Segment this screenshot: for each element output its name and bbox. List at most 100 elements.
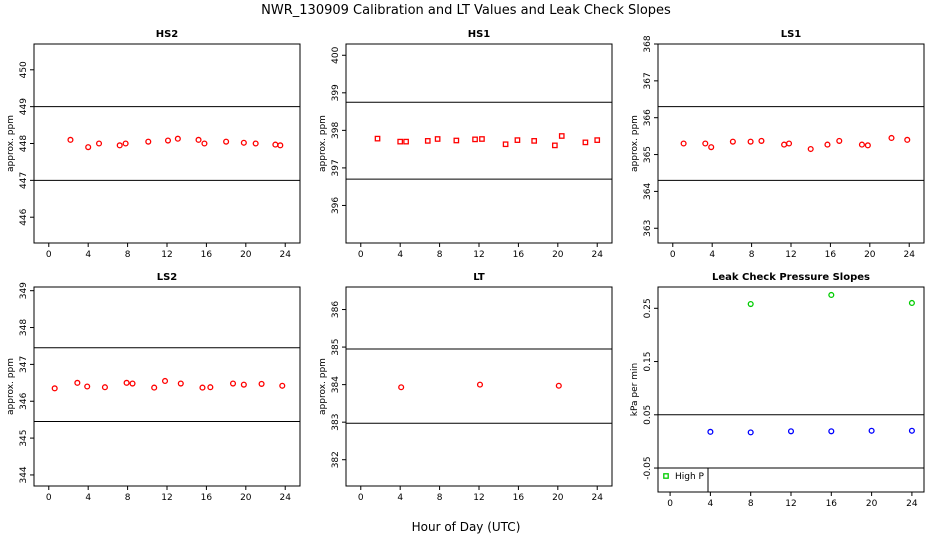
x-tick-label: 8: [437, 250, 443, 260]
data-point: [199, 384, 206, 391]
x-tick-label: 20: [240, 493, 252, 503]
y-tick-label: 348: [19, 319, 29, 336]
y-tick-label: 382: [331, 451, 341, 468]
data-point: [252, 140, 259, 147]
data-point: [95, 140, 103, 147]
y-tick-label: 450: [19, 61, 29, 78]
y-tick-label: 383: [331, 414, 341, 431]
data-point: [502, 141, 509, 148]
panel-title: LS2: [157, 272, 178, 283]
data-point: [101, 384, 108, 391]
data-point: [240, 381, 247, 388]
y-tick-label: 0.05: [643, 405, 653, 425]
x-tick-label: 24: [591, 250, 603, 260]
y-tick-label: -0.05: [643, 456, 653, 479]
data-point: [258, 380, 265, 387]
data-point: [229, 380, 237, 387]
y-tick-label: 400: [331, 46, 341, 63]
y-tick-label: 363: [643, 220, 653, 237]
x-tick-label: 0: [46, 250, 52, 260]
x-tick-label: 4: [709, 250, 715, 260]
data-point: [51, 385, 58, 392]
x-tick-label: 0: [667, 499, 673, 509]
y-axis-label: approx. ppm: [318, 115, 328, 172]
data-point: [582, 139, 589, 146]
data-point: [123, 379, 130, 386]
data-point: [122, 140, 129, 147]
data-point: [858, 141, 865, 148]
data-point: [702, 140, 709, 147]
data-point: [161, 377, 169, 385]
data-point: [908, 427, 915, 434]
legend-box: [657, 467, 709, 493]
data-point: [398, 384, 405, 391]
data-point: [240, 139, 247, 146]
data-point: [888, 134, 895, 142]
data-point: [787, 428, 795, 435]
x-tick-label: 16: [201, 250, 213, 260]
data-point: [201, 140, 208, 147]
data-point: [279, 382, 286, 389]
y-tick-label: 349: [19, 282, 29, 299]
figure-title: NWR_130909 Calibration and LT Values and…: [261, 3, 671, 18]
x-tick-label: 8: [748, 499, 754, 509]
x-tick-label: 12: [785, 499, 796, 509]
plot-frame: [33, 43, 301, 244]
x-tick-label: 24: [279, 250, 291, 260]
x-tick-label: 16: [513, 250, 525, 260]
plot-frame: [345, 43, 613, 244]
x-tick-label: 4: [85, 250, 91, 260]
data-point: [277, 142, 284, 149]
x-tick-label: 16: [513, 493, 525, 503]
y-tick-label: 368: [643, 35, 653, 52]
x-tick-label: 12: [785, 250, 796, 260]
y-axis-label: kPa per min: [630, 363, 640, 416]
x-tick-label: 12: [473, 493, 484, 503]
y-axis-label: approx. ppm: [630, 115, 640, 172]
x-tick-label: 16: [825, 250, 837, 260]
data-point: [434, 136, 441, 142]
x-tick-label: 24: [279, 493, 291, 503]
data-point: [164, 137, 172, 144]
y-tick-label: 448: [19, 135, 29, 152]
x-tick-label: 16: [826, 499, 838, 509]
x-tick-label: 8: [749, 250, 755, 260]
plot-frame: [657, 286, 925, 493]
data-point: [476, 381, 484, 388]
y-tick-label: 367: [643, 72, 653, 89]
data-point: [785, 140, 793, 147]
data-point: [807, 145, 814, 153]
data-point: [747, 138, 754, 145]
data-point: [67, 136, 74, 143]
x-tick-label: 12: [161, 493, 172, 503]
data-point: [424, 138, 431, 144]
data-point: [397, 138, 404, 145]
figure-x-axis-label: Hour of Day (UTC): [412, 520, 521, 534]
data-point: [708, 144, 715, 151]
x-tick-label: 20: [864, 250, 876, 260]
x-tick-label: 0: [46, 493, 52, 503]
data-point: [594, 137, 601, 143]
data-point: [555, 382, 562, 389]
panel-leak: Leak Check Pressure Slopes 0 4 8 12 16 20 24 -0.…: [630, 272, 925, 509]
x-tick-label: 24: [903, 250, 915, 260]
panel-ls2: LS2 0 4 8 12 16 20 24 344 345 346 347 348 349 approx. …: [6, 272, 301, 503]
x-tick-label: 24: [591, 493, 603, 503]
x-tick-label: 0: [358, 493, 364, 503]
x-tick-label: 20: [240, 250, 252, 260]
legend-marker: [663, 473, 669, 479]
panel-hs1: HS1 0 4 8 12 16 20 24 396 397 398 399 400 approx. ppm: [318, 29, 613, 260]
y-tick-label: 364: [643, 183, 653, 200]
y-tick-label: 399: [331, 84, 341, 101]
x-tick-label: 4: [397, 493, 403, 503]
data-point: [758, 137, 765, 144]
y-tick-label: 346: [19, 392, 29, 409]
data-point: [904, 136, 911, 143]
y-axis-label: approx. ppm: [6, 115, 16, 172]
data-point: [177, 380, 184, 387]
data-point: [195, 136, 202, 143]
data-point: [908, 299, 915, 307]
panel-title: HS2: [156, 29, 179, 40]
